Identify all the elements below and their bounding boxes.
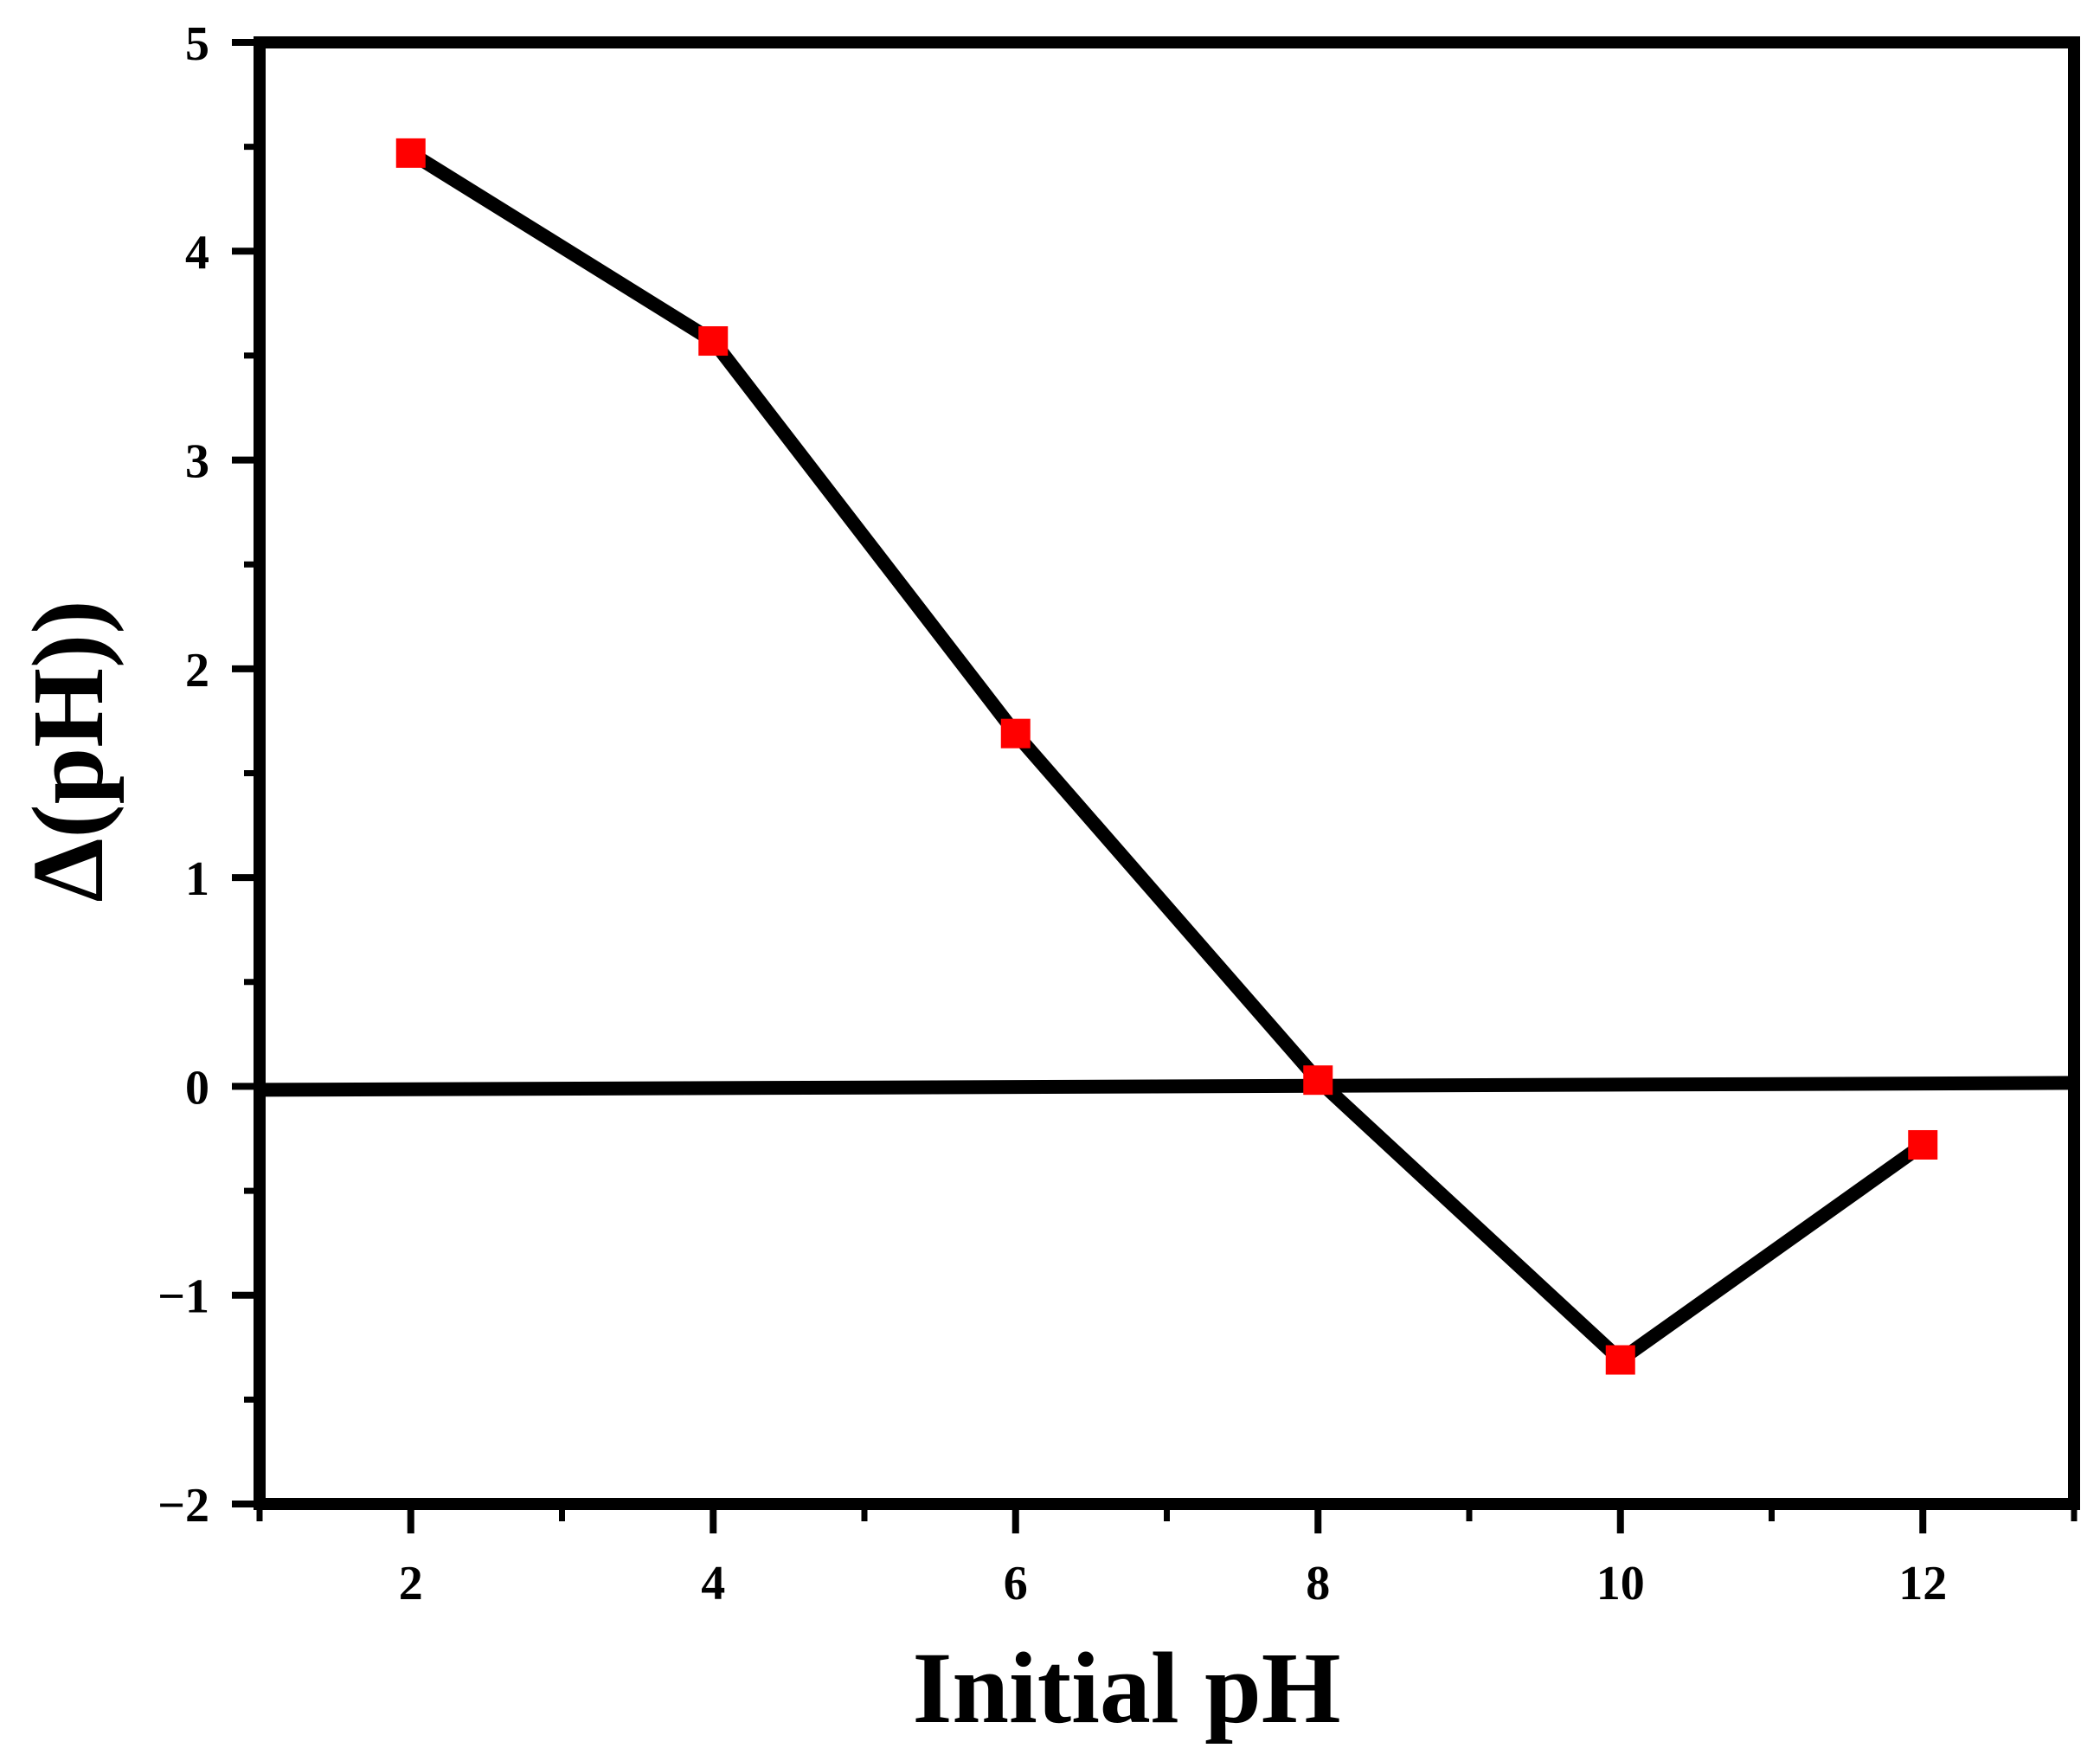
zero-reference-line	[259, 1076, 2075, 1097]
y-tick-label: 1	[185, 852, 209, 906]
series-layer	[395, 138, 1938, 1375]
y-tick-label: 4	[185, 226, 209, 280]
y-axis-title: Δ(pH))	[11, 600, 125, 902]
x-tick-label: 6	[1004, 1557, 1028, 1610]
x-tick-label: 12	[1898, 1557, 1947, 1610]
x-axis-title: Initial pH	[912, 1631, 1340, 1745]
series-line	[407, 147, 1927, 1369]
zero-line-layer	[259, 1076, 2075, 1097]
data-point-marker	[698, 326, 729, 357]
y-tick-label: 3	[185, 435, 209, 489]
data-point-marker	[1605, 1345, 1635, 1375]
plot-frame	[254, 36, 2080, 1510]
y-tick-label: −1	[157, 1270, 209, 1324]
x-tick-label: 8	[1306, 1557, 1330, 1610]
data-point-marker	[395, 138, 426, 168]
data-point-marker	[1303, 1065, 1333, 1096]
y-tick-label: 5	[185, 17, 209, 71]
x-tick-label: 10	[1596, 1557, 1645, 1610]
data-point-marker	[1908, 1129, 1938, 1160]
y-tick-label: 0	[185, 1061, 209, 1115]
x-tick-label: 4	[701, 1557, 725, 1610]
data-point-marker	[1000, 718, 1031, 749]
ticks-layer	[232, 39, 2078, 1533]
x-tick-label: 2	[399, 1557, 423, 1610]
y-tick-label: 2	[185, 644, 209, 697]
y-tick-label: −2	[157, 1479, 209, 1533]
